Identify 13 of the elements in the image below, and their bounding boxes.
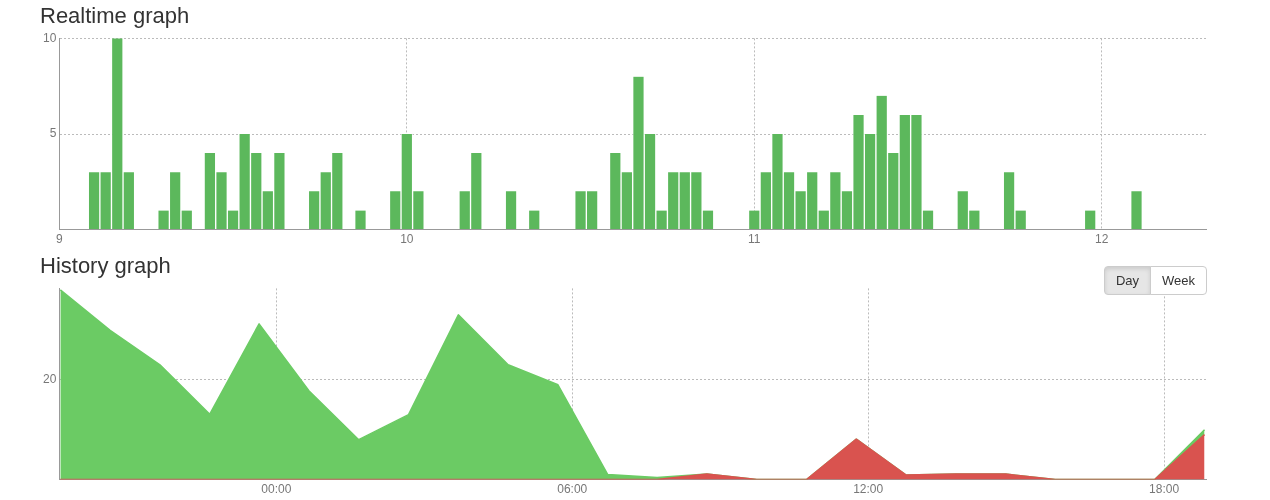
x-tick-label: 00:00 [261,482,292,497]
x-tick-label: 11 [748,232,761,247]
chart-title: Realtime graph [40,3,190,29]
x-tick-label: 10 [400,232,414,247]
y-tick-label: 5 [49,126,57,141]
y-tick-label: 10 [42,30,57,45]
chart-title: History graph [40,253,171,279]
x-tick-label: 9 [56,232,63,247]
x-tick-label: 06:00 [557,482,588,497]
x-tick-label: 12 [1095,232,1109,247]
x-tick-label: 18:00 [1149,482,1180,497]
x-tick-label: 12:00 [853,482,884,497]
y-tick-label: 20 [42,372,57,387]
